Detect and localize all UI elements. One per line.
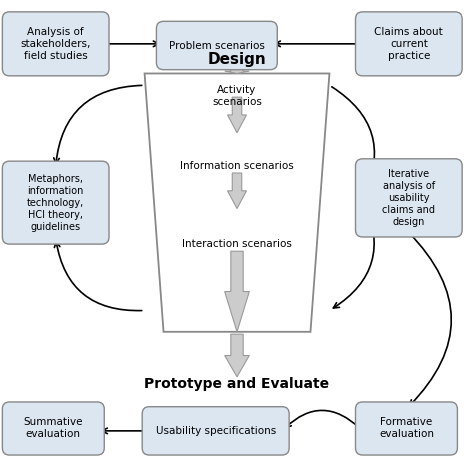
FancyBboxPatch shape xyxy=(2,402,104,455)
Text: Iterative
analysis of
usability
claims and
design: Iterative analysis of usability claims a… xyxy=(383,169,435,227)
Polygon shape xyxy=(225,334,249,377)
Text: Formative
evaluation: Formative evaluation xyxy=(379,418,434,439)
FancyBboxPatch shape xyxy=(2,161,109,244)
Text: Summative
evaluation: Summative evaluation xyxy=(24,418,83,439)
FancyBboxPatch shape xyxy=(2,12,109,76)
FancyBboxPatch shape xyxy=(156,21,277,70)
FancyBboxPatch shape xyxy=(142,407,289,455)
Text: Prototype and Evaluate: Prototype and Evaluate xyxy=(145,377,329,391)
Text: Interaction scenarios: Interaction scenarios xyxy=(182,239,292,249)
Text: Analysis of
stakeholders,
field studies: Analysis of stakeholders, field studies xyxy=(20,27,91,61)
FancyBboxPatch shape xyxy=(356,12,462,76)
Polygon shape xyxy=(145,73,329,332)
Text: Metaphors,
information
technology,
HCI theory,
guidelines: Metaphors, information technology, HCI t… xyxy=(27,173,84,232)
Polygon shape xyxy=(228,97,246,133)
Text: Usability specifications: Usability specifications xyxy=(155,426,276,436)
Text: Claims about
current
practice: Claims about current practice xyxy=(374,27,443,61)
Text: Information scenarios: Information scenarios xyxy=(180,161,294,171)
Text: Design: Design xyxy=(208,52,266,67)
Text: Problem scenarios: Problem scenarios xyxy=(169,40,265,51)
Polygon shape xyxy=(225,69,249,73)
Text: Activity
scenarios: Activity scenarios xyxy=(212,85,262,107)
Polygon shape xyxy=(225,251,249,332)
Polygon shape xyxy=(228,173,246,209)
FancyBboxPatch shape xyxy=(356,402,457,455)
FancyBboxPatch shape xyxy=(356,159,462,237)
